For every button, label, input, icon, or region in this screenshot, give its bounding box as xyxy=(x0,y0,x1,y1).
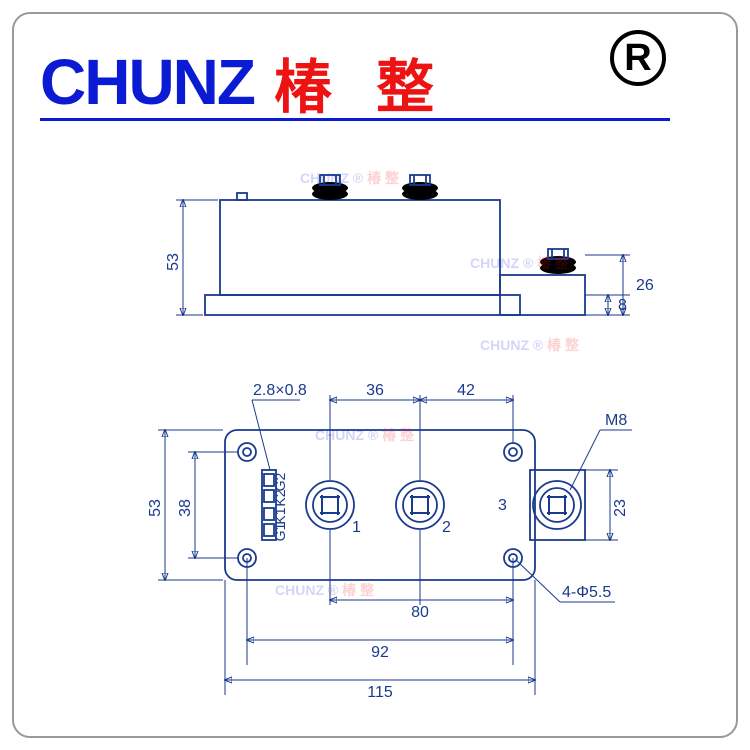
t-label-1: 1 xyxy=(352,519,361,536)
top-bolt-2 xyxy=(402,175,438,200)
dim-42: 42 xyxy=(457,382,475,399)
svg-text:CHUNZ ® 椿 整: CHUNZ ® 椿 整 xyxy=(480,337,580,353)
svg-text:CHUNZ ® 椿 整: CHUNZ ® 椿 整 xyxy=(275,582,375,598)
side-view: 53 26 8 xyxy=(165,175,654,315)
t-label-2: 2 xyxy=(442,519,451,536)
technical-drawing: 53 26 8 xyxy=(0,0,750,750)
conn-g1: G1 xyxy=(272,522,288,541)
dim-side-26: 26 xyxy=(636,277,654,294)
side-pin xyxy=(237,193,247,200)
dim-top-38: 38 xyxy=(177,499,194,517)
conn-k1: K1 xyxy=(272,507,288,524)
dim-80: 80 xyxy=(411,604,429,621)
svg-text:CHUNZ ® 椿 整: CHUNZ ® 椿 整 xyxy=(470,255,570,271)
svg-text:CHUNZ ® 椿 整: CHUNZ ® 椿 整 xyxy=(300,170,400,186)
dim-top-53: 53 xyxy=(147,499,164,517)
dim-side-53: 53 xyxy=(165,253,182,271)
dim-side-8: 8 xyxy=(618,297,627,314)
t-label-3: 3 xyxy=(498,497,507,514)
svg-text:CHUNZ ® 椿 整: CHUNZ ® 椿 整 xyxy=(315,427,415,443)
dim-115: 115 xyxy=(367,684,393,701)
dim-36: 36 xyxy=(366,382,384,399)
dim-m8: M8 xyxy=(605,412,627,429)
dim-holes: 4-Φ5.5 xyxy=(562,584,611,601)
conn-g2: G2 xyxy=(272,472,288,491)
conn-k2: K2 xyxy=(272,489,288,506)
dim-conn: 2.8×0.8 xyxy=(253,382,307,399)
dim-92: 92 xyxy=(371,644,389,661)
dim-23: 23 xyxy=(612,499,629,517)
